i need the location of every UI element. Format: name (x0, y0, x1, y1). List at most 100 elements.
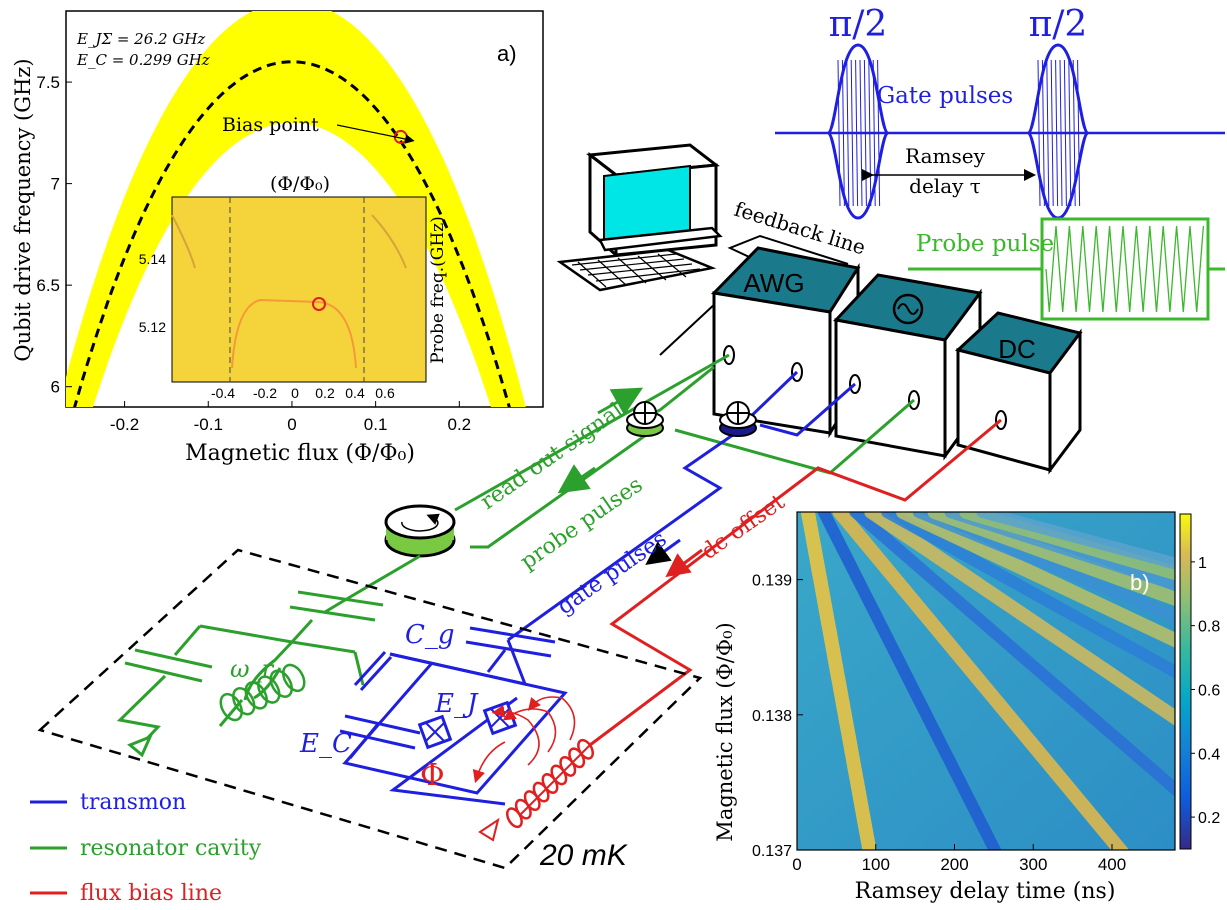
inset-title: (Φ/Φ₀) (270, 173, 330, 195)
a-ytick-label: 6 (51, 378, 60, 397)
inset-xtick-label: -0.2 (253, 385, 277, 401)
probe-pulse-diagram: Probe pulse (908, 217, 1225, 321)
b-xtick-label: 400 (1098, 855, 1126, 874)
probe-pulse-label: Probe pulse (916, 231, 1054, 257)
panel-a-ylabel: Qubit drive frequency (GHz) (11, 58, 35, 361)
readout-arrow (597, 387, 644, 416)
panel-a-x-ticks: -0.2 -0.1 0 0.1 0.2 (110, 401, 471, 434)
coil-turn (257, 675, 281, 704)
ramsey-fringes (800, 512, 1175, 850)
fringe-band (896, 512, 1175, 648)
coil-turn (282, 663, 306, 693)
panel-a: Bias point E_JΣ = 26.2 GHz E_C = 0.299 G… (11, 10, 544, 466)
legend: transmon resonator cavity flux bias line (30, 790, 262, 906)
fringe-band (959, 512, 1175, 581)
a-xtick-label: 0 (287, 415, 296, 434)
flux-arrow-4 (527, 696, 576, 741)
panel-b-xlabel: Ramsey delay time (ns) (855, 879, 1116, 904)
gate-carrier-line (872, 59, 876, 207)
legend-flux: flux bias line (80, 881, 222, 906)
gate-carrier-line (1063, 59, 1067, 207)
flux-arrow-3 (502, 708, 557, 753)
awg-label: AWG (743, 268, 804, 298)
gate-carrier-line (1037, 59, 1041, 207)
gate-carrier-line (850, 59, 854, 207)
gate-carrier-line (837, 59, 841, 207)
circulator-to-chip-wire (344, 554, 421, 602)
a-ytick-label: 7 (51, 175, 60, 194)
panel-b-frame (796, 511, 1176, 851)
panel-a-xlabel: Magnetic flux (Φ/Φ₀) (185, 441, 415, 466)
b-xtick-label: 300 (1019, 855, 1047, 874)
probe-pulse-box (1040, 217, 1210, 321)
inset-frame (171, 196, 427, 383)
gate-carrier-line (841, 59, 845, 207)
inset-xtick-label: -0.4 (211, 385, 235, 401)
b-ytick-label: 0.137 (752, 843, 792, 860)
gate-pulse-2 (1026, 43, 1090, 220)
coil-turn (269, 669, 293, 698)
gate-carrier-line (1059, 59, 1063, 207)
panel-a-y-ticks: 6 6.5 7 7.5 (36, 73, 72, 397)
inset-ytick-512: 5.12 (139, 319, 166, 335)
gate-carrier-line (1055, 59, 1059, 207)
gate-carrier-line (868, 59, 872, 207)
a-xtick-label: 0.2 (447, 415, 471, 434)
b-xtick-label: 100 (862, 855, 890, 874)
omega-r-label: ω_r (230, 655, 275, 683)
panel-b-y-ticks: 0.137 0.138 0.139 (752, 573, 803, 860)
gate-carrier-line (1050, 59, 1054, 207)
b-ytick-label: 0.138 (752, 708, 792, 725)
probe-pulses-wire (470, 423, 661, 549)
colorbar-ticks: 0.2 0.4 0.6 0.8 1 (1191, 555, 1220, 827)
cg-label: C_g (405, 620, 455, 650)
legend-transmon: transmon (80, 790, 186, 815)
bias-point-label: Bias point (222, 114, 319, 136)
resonator-ground (127, 734, 153, 758)
cb-tick-label: 0.2 (1198, 810, 1220, 827)
temperature-label: 20 mK (539, 839, 629, 872)
probe-carrier (1045, 225, 1205, 313)
a-xtick-label: 0.1 (364, 415, 388, 434)
gate-pulses-label: Gate pulses (877, 83, 1013, 109)
inset-curve-center (231, 298, 357, 369)
ramsey-label-1: Ramsey (905, 144, 986, 168)
dc-offset-label: dc offset (697, 490, 790, 565)
fringe-band (881, 512, 1175, 679)
inset-curve-right (371, 214, 407, 269)
legend-resonator: resonator cavity (80, 836, 262, 861)
fringe-band (864, 512, 1175, 726)
gate-envelope (1026, 43, 1090, 220)
inset-xtick-label: 0.6 (375, 385, 395, 401)
resonator-inductor (219, 663, 306, 722)
josephson-junction-2 (482, 700, 518, 736)
inset-x-ticks: -0.4 -0.2 0 0.2 0.4 0.6 (211, 385, 395, 401)
inset-bias-marker (312, 297, 326, 311)
inset-ytick-514: 5.14 (139, 251, 166, 267)
awg-gate-wire (743, 370, 799, 424)
gate-carrier-line (877, 59, 881, 207)
b-xtick-label: 200 (940, 855, 968, 874)
a-xtick-label: -0.2 (110, 415, 139, 434)
fringe-band (927, 512, 1175, 607)
gate-carrier-line (863, 59, 867, 207)
inset-ylabel: Probe freq.(GHz) (428, 216, 448, 364)
dc-arrow (665, 548, 703, 578)
dc-offset-wire (589, 418, 1002, 747)
param-ec: E_C = 0.299 GHz (76, 51, 210, 69)
inset-xtick-label: 0.2 (315, 385, 335, 401)
fringe-band (800, 512, 877, 850)
gate-envelope (826, 43, 890, 220)
readout-combiner (626, 401, 664, 437)
inset-curve-left (171, 214, 196, 269)
b-xtick-label: 0 (792, 855, 801, 874)
transmon-circuit (339, 626, 568, 806)
frequency-band (66, 11, 526, 407)
chip-boundary (37, 548, 703, 870)
gate-arrow (645, 538, 681, 566)
dc-box: DC (954, 311, 1083, 475)
gate-carrier-line (859, 59, 863, 207)
flux-arrow-1 (472, 741, 506, 784)
gate-pulse-2-label: π/2 (1029, 4, 1088, 45)
